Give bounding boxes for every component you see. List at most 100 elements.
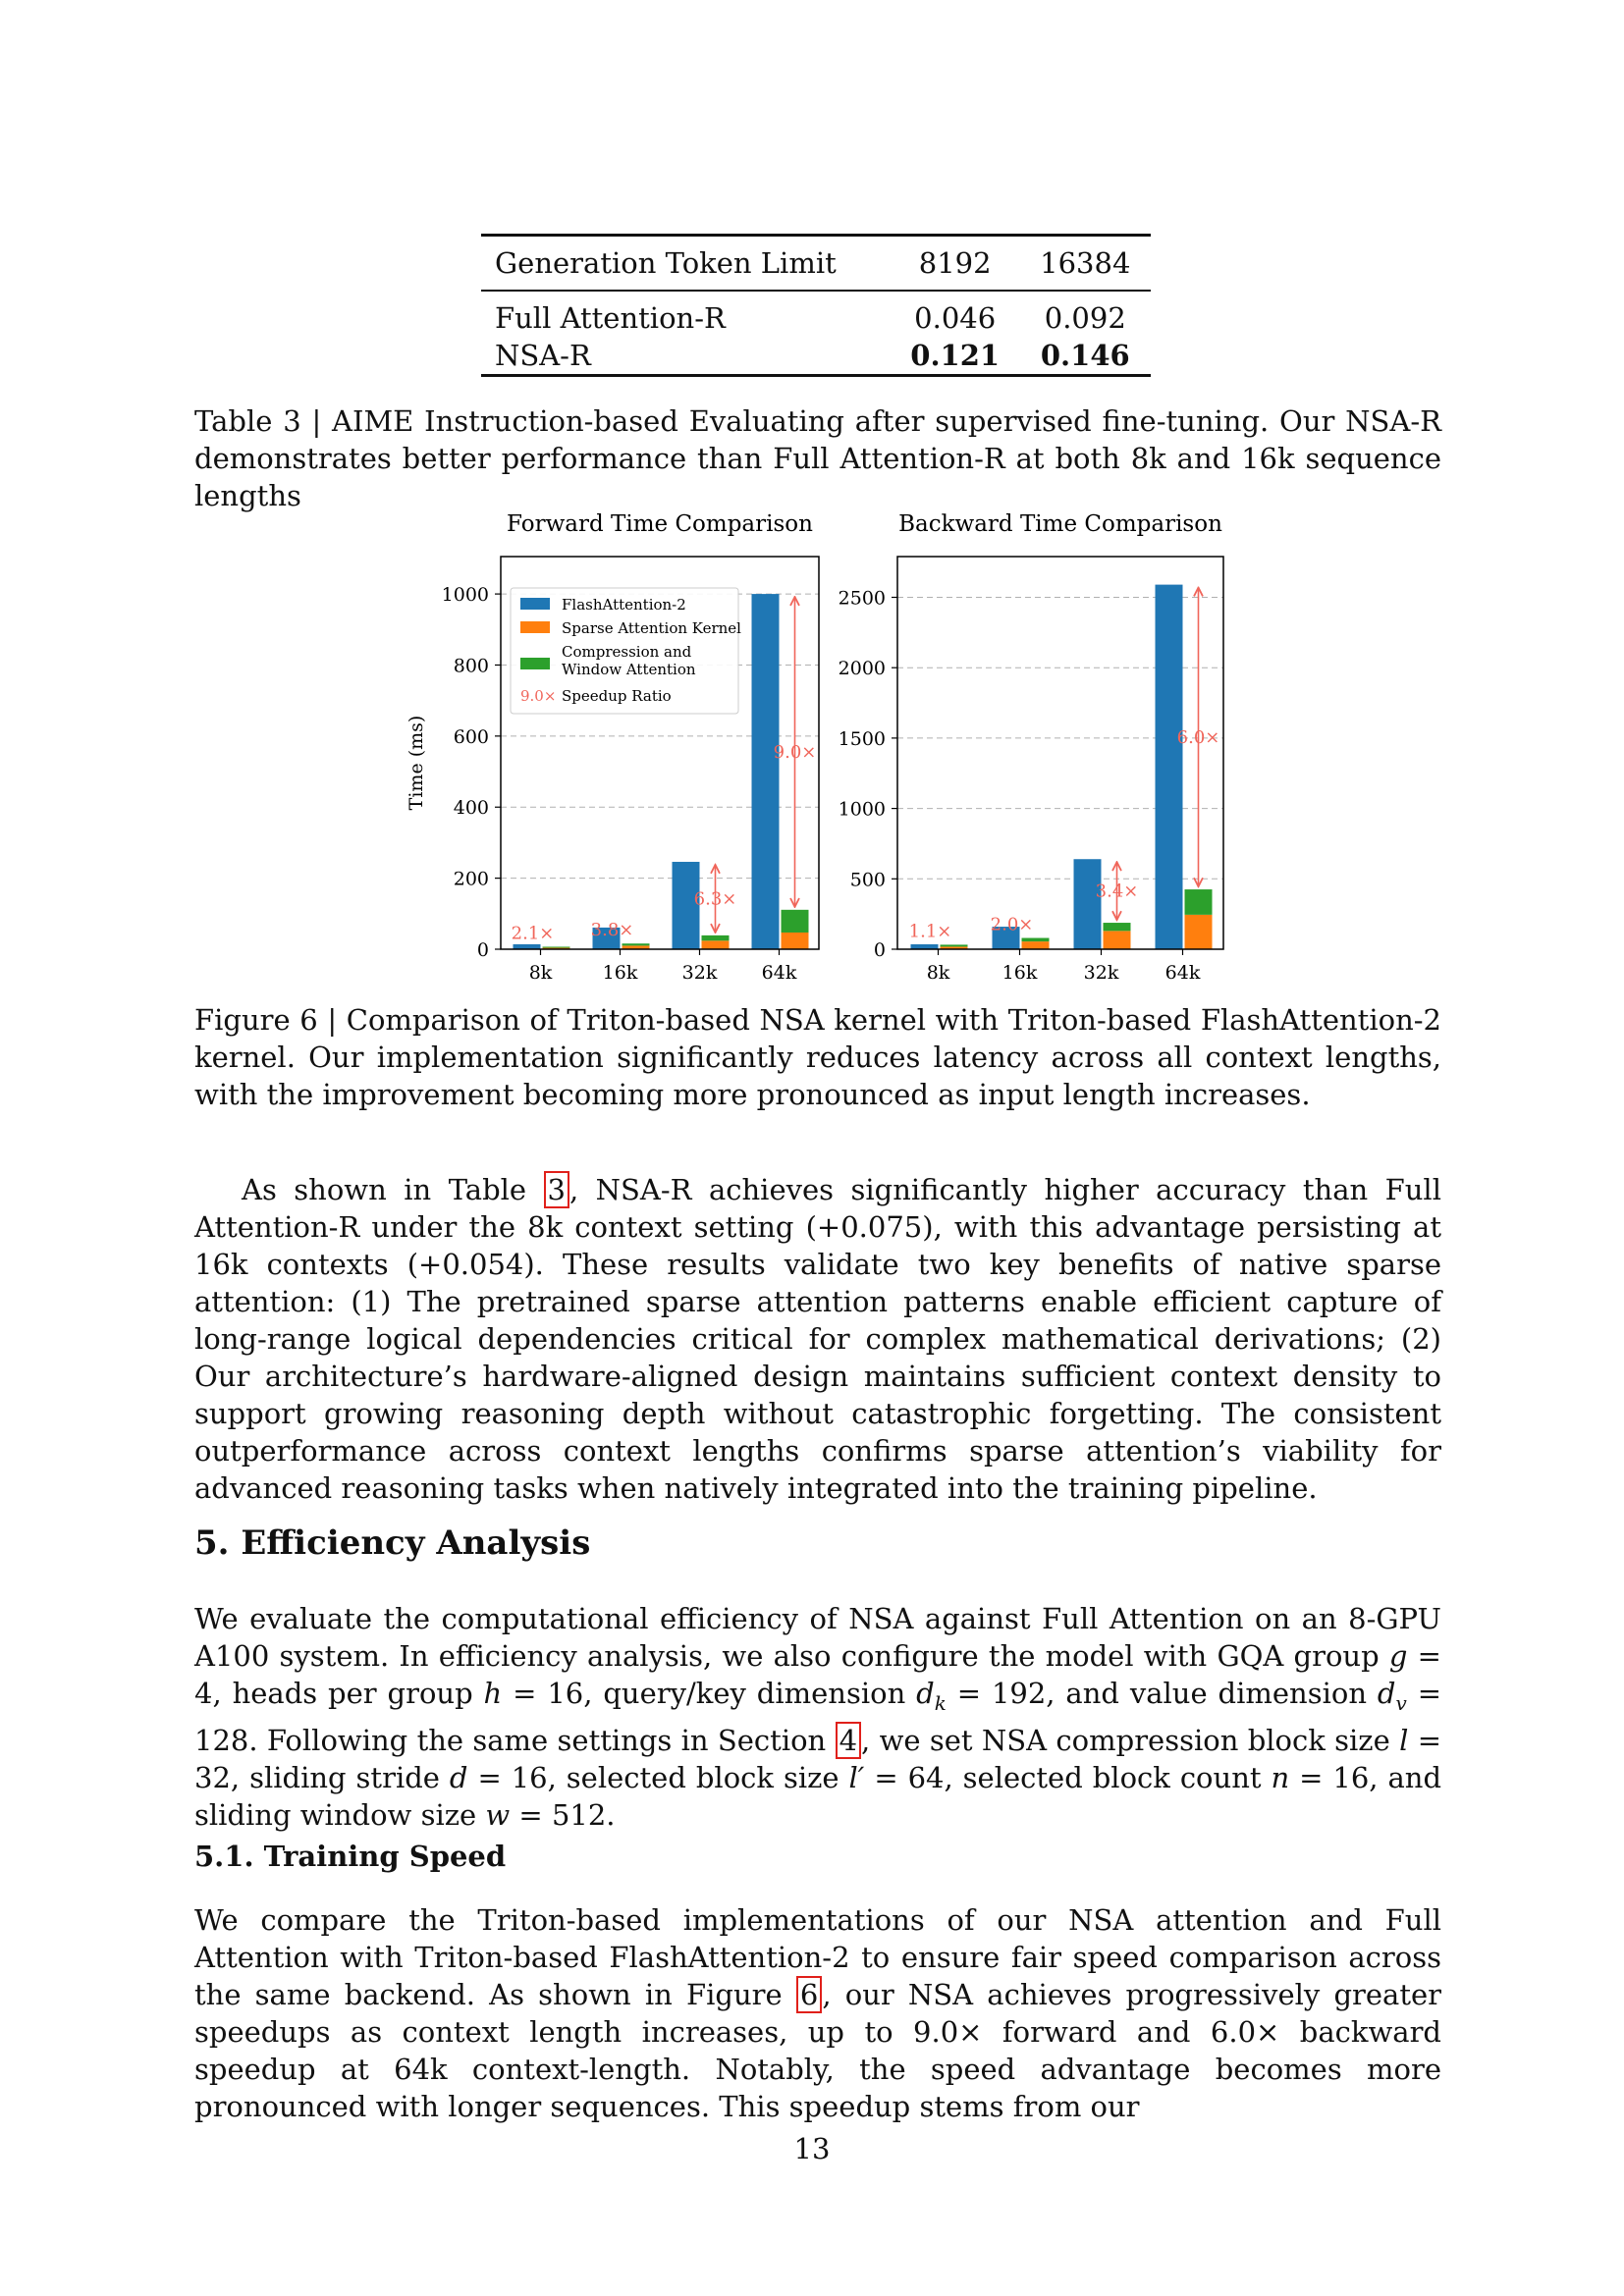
math-symbol: d <box>449 1760 468 1794</box>
math-symbol: n <box>1271 1760 1290 1794</box>
figure-reference-link[interactable]: 6 <box>795 1976 823 2013</box>
y-tick-label: 400 <box>454 797 489 819</box>
para-text: = 192, and value dimension <box>946 1677 1378 1710</box>
bar-compression-window <box>542 946 570 948</box>
row-label: NSA-R <box>481 337 891 377</box>
para-text: = 64, selected block count <box>864 1760 1272 1794</box>
table-3: Generation Token Limit 8192 16384 Full A… <box>481 234 1151 377</box>
para-text: As shown in Table <box>242 1173 544 1206</box>
math-subscript: v <box>1395 1690 1407 1715</box>
legend-box <box>510 587 739 715</box>
body-paragraph: As shown in Table 3, NSA-R achieves sign… <box>194 1171 1441 1507</box>
body-paragraph: We compare the Triton-based implementati… <box>194 1901 1441 2125</box>
table-header-16384: 16384 <box>1019 234 1151 292</box>
figure-6-caption: Figure 6 | Comparison of Triton-based NS… <box>194 1003 1441 1111</box>
math-symbol: h <box>483 1677 503 1710</box>
bar-sparse-kernel <box>701 940 730 949</box>
bar-flashattention <box>1073 859 1102 949</box>
table-row: Full Attention-R 0.046 0.092 <box>481 291 1151 337</box>
bar-sparse-kernel <box>1103 931 1131 949</box>
y-tick-label: 2000 <box>839 658 886 679</box>
para-text: = 16, and sliding window size <box>194 1760 1442 1832</box>
table-reference-link[interactable]: 3 <box>543 1171 569 1208</box>
math-symbol: d <box>1377 1677 1396 1710</box>
x-tick-label: 8k <box>529 962 553 984</box>
math-symbol: d <box>916 1677 935 1710</box>
bar-flashattention <box>751 594 780 949</box>
para-text: We compare the Triton-based implementati… <box>194 1903 1441 2011</box>
speedup-label: 2.1× <box>512 923 555 943</box>
speedup-label: 3.4× <box>1096 881 1139 902</box>
table-header-8192: 8192 <box>890 234 1020 292</box>
para-text: = 128. Following the same settings in Se… <box>194 1677 1441 1757</box>
legend-label: Speedup Ratio <box>562 687 672 705</box>
table-3-caption: Table 3 | AIME Instruction-based Evaluat… <box>194 404 1441 512</box>
speedup-label: 1.1× <box>909 921 952 941</box>
bar-sparse-kernel <box>781 932 809 949</box>
para-text: = 32, sliding stride <box>194 1723 1442 1794</box>
bar-flashattention <box>992 927 1020 949</box>
bar-compression-window <box>1184 889 1213 915</box>
y-tick-label: 800 <box>454 655 489 676</box>
section-reference-link[interactable]: 4 <box>835 1721 862 1759</box>
y-tick-label: 1500 <box>839 728 886 750</box>
bar-flashattention <box>910 943 939 949</box>
speedup-label: 6.3× <box>694 888 737 909</box>
bar-compression-window <box>940 944 968 947</box>
bar-flashattention <box>592 927 621 949</box>
bar-sparse-kernel <box>1021 941 1050 949</box>
chart-title: Forward Time Comparison <box>507 511 813 537</box>
bar-compression-window <box>622 943 650 946</box>
math-subscript: k <box>934 1690 947 1715</box>
row-value: 0.046 <box>914 301 997 335</box>
y-tick-label: 0 <box>874 939 886 961</box>
bar-sparse-kernel <box>622 945 650 949</box>
table-header-label: Generation Token Limit <box>481 234 891 292</box>
math-symbol: l′ <box>848 1760 865 1794</box>
para-text: , NSA-R achieves significantly higher ac… <box>194 1173 1441 1505</box>
bar-flashattention <box>1155 584 1183 949</box>
para-text: = 4, heads per group <box>194 1639 1441 1710</box>
x-tick-label: 64k <box>762 962 797 984</box>
legend-label: FlashAttention-2 <box>562 596 686 614</box>
math-symbol: g <box>1388 1639 1408 1673</box>
y-tick-label: 1000 <box>442 584 489 606</box>
legend-swatch <box>520 658 550 669</box>
bar-compression-window <box>781 909 809 933</box>
chart-title: Backward Time Comparison <box>898 511 1222 537</box>
x-tick-label: 8k <box>927 962 950 984</box>
y-axis-label: Time (ms) <box>406 716 427 811</box>
para-text: = 16, selected block size <box>467 1760 849 1794</box>
y-tick-label: 200 <box>454 869 489 890</box>
bar-sparse-kernel <box>940 946 968 949</box>
y-tick-label: 0 <box>477 939 489 961</box>
plot-frame <box>896 556 1224 950</box>
figure-6-chart: Time (ms) Forward Time Comparison 0 200 400 6… <box>406 511 1224 984</box>
body-paragraph: We evaluate the computational efficiency… <box>194 1600 1441 1834</box>
legend-swatch <box>520 621 550 633</box>
row-value: 0.146 <box>1019 337 1151 377</box>
plot-frame <box>500 556 820 950</box>
bar-flashattention <box>672 861 700 949</box>
para-text: = 512. <box>510 1797 616 1832</box>
subsection-heading: 5.1. Training Speed <box>194 1840 507 1873</box>
bar-compression-window <box>701 934 730 941</box>
y-tick-label: 600 <box>454 726 489 748</box>
bar-flashattention <box>513 943 541 949</box>
para-text: = 16, query/key dimension <box>502 1677 917 1710</box>
y-tick-label: 1000 <box>839 799 886 821</box>
bar-compression-window <box>1021 937 1050 942</box>
table-row: NSA-R 0.121 0.146 <box>481 337 1151 377</box>
y-tick-label: 2500 <box>839 588 886 610</box>
math-symbol: w <box>485 1797 511 1832</box>
x-tick-label: 16k <box>1002 962 1038 984</box>
legend-speedup-marker: 9.0× <box>520 687 556 705</box>
x-tick-label: 64k <box>1165 962 1201 984</box>
legend-label: Window Attention <box>562 661 696 678</box>
speedup-label: 2.0× <box>991 915 1034 935</box>
page-number: 13 <box>793 2132 831 2165</box>
table-header-row: Generation Token Limit 8192 16384 <box>481 234 1151 292</box>
x-tick-label: 16k <box>603 962 638 984</box>
legend-swatch <box>520 598 550 610</box>
speedup-label: 3.8× <box>591 920 634 940</box>
